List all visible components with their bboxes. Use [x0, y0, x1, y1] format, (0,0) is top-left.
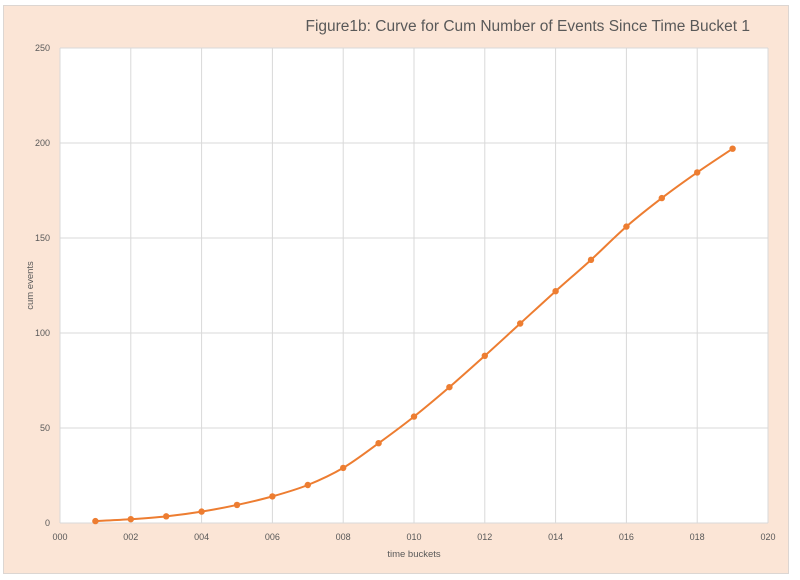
y-tick-label: 100: [35, 328, 50, 338]
data-point-marker: [340, 464, 347, 472]
data-point-marker: [446, 383, 453, 391]
data-point-marker: [623, 223, 630, 230]
gridlines: [59, 47, 769, 524]
data-point-marker: [517, 320, 524, 327]
data-point-marker: [552, 288, 559, 295]
data-point-marker: [587, 256, 595, 264]
x-tick-label: 004: [194, 532, 209, 542]
data-point-marker: [198, 508, 205, 515]
y-tick-label: 250: [35, 43, 50, 53]
y-tick-label: 200: [35, 138, 50, 148]
data-point-marker: [694, 169, 701, 176]
data-point-marker: [658, 194, 665, 202]
data-point-marker: [92, 517, 99, 525]
y-axis-ticks: 0 50 100 150 200 250: [35, 43, 50, 528]
data-point-marker: [304, 481, 311, 489]
x-tick-label: 010: [406, 532, 421, 542]
data-point-marker: [269, 493, 276, 500]
x-tick-label: 002: [123, 532, 138, 542]
data-series: [92, 145, 736, 525]
x-tick-label: 012: [477, 532, 492, 542]
x-tick-label: 020: [760, 532, 775, 542]
data-point-marker: [233, 501, 241, 509]
x-tick-label: 014: [548, 532, 563, 542]
data-point-marker: [375, 440, 382, 447]
data-point-marker: [481, 352, 488, 359]
x-axis-ticks: 000 002 004 006 008 010 012 014 016 018 020: [52, 532, 775, 542]
x-tick-label: 018: [690, 532, 705, 542]
data-point-marker: [729, 145, 736, 152]
y-tick-label: 50: [40, 423, 50, 433]
x-tick-label: 008: [336, 532, 351, 542]
data-point-marker: [127, 516, 134, 523]
x-tick-label: 000: [52, 532, 67, 542]
x-tick-label: 006: [265, 532, 280, 542]
x-axis-title: time buckets: [387, 549, 441, 560]
y-axis-title: cum events: [25, 261, 36, 310]
data-point-marker: [163, 513, 170, 520]
y-tick-label: 0: [45, 518, 50, 528]
data-point-marker: [410, 413, 418, 420]
chart-title: Figure1b: Curve for Cum Number of Events…: [305, 18, 750, 35]
y-tick-label: 150: [35, 233, 50, 243]
x-tick-label: 016: [619, 532, 634, 542]
